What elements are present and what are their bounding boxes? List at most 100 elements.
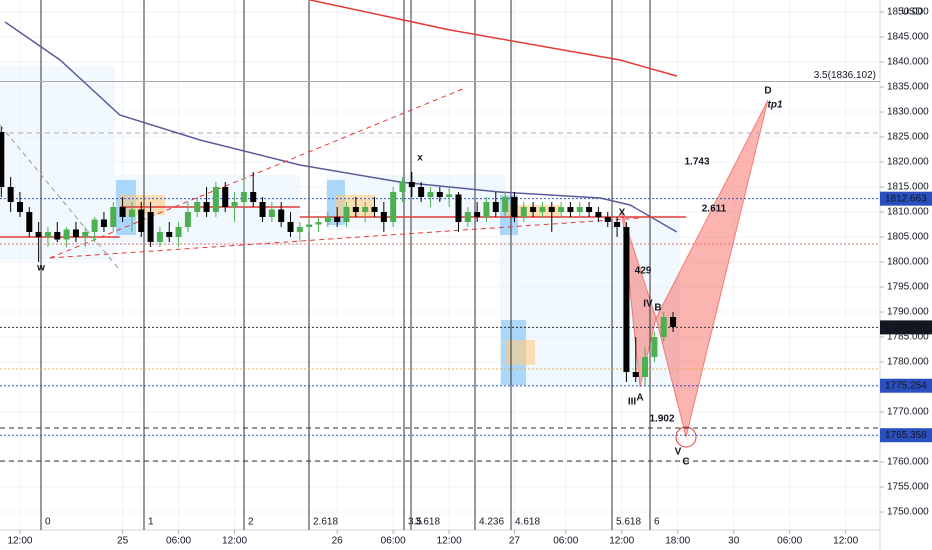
annotation: x [417,153,423,164]
price-tag-label: 1765.358 [885,430,927,441]
candle-body [343,207,350,222]
y-tick-label: 1830.000 [887,107,929,118]
price-tag [880,191,932,206]
candle-body [558,207,565,212]
candle-body [44,232,51,237]
x-tick-label: 12:00 [437,536,462,547]
fib-time-label: 0 [45,517,51,528]
candle-body [474,212,481,217]
x-tick-label: 12:00 [7,536,32,547]
candle-body [222,187,229,207]
candle-body [175,227,182,237]
candle-body [567,207,574,212]
y-tick-label: 1845.000 [887,32,929,43]
x-tick-label: 06:00 [166,536,191,547]
y-tick-label: 1770.000 [887,407,929,418]
candle-body [184,212,191,227]
x-tick-label: 18:00 [665,536,690,547]
candle-body [632,372,639,377]
candle-body [82,232,89,237]
x-tick-label: 12:00 [609,536,634,547]
candle-body [100,219,107,227]
fib-time-label: 4.236 [479,517,504,528]
candle-body [240,192,247,202]
candle-body [427,192,434,197]
candle-body [0,132,5,187]
fib-time-label: 3.618 [415,517,440,528]
candle-body [110,207,117,227]
candle-body [212,187,219,212]
x-tick-label: 06:00 [381,536,406,547]
candle-body [511,197,518,217]
annotation: V [675,447,682,458]
candle-body [446,194,453,197]
x-tick-label: 25 [117,536,129,547]
candle-body [436,192,443,197]
candle-body [203,202,210,212]
candle-body [390,192,397,222]
candle-body [399,182,406,192]
candle-body [231,202,238,207]
candle-body [147,212,154,242]
candle-body [455,194,462,222]
candle-body [7,187,14,202]
price-tag [880,378,932,393]
price-tag [880,428,932,443]
y-tick-label: 1815.000 [887,182,929,193]
annotation: 1.743 [684,157,709,168]
annotation: 2.611 [702,204,727,215]
harmonic-pattern [621,99,769,448]
candle-body [670,317,677,327]
annotation: 429 [635,266,652,277]
candle-body [166,232,173,237]
y-tick-label: 1755.000 [887,482,929,493]
y-tick-label: 1840.000 [887,57,929,68]
candle-body [194,202,201,212]
fib-time-label: 3.5 [408,517,422,528]
annotation: 1.902 [649,414,674,425]
candle-body [380,212,387,222]
annotation: C [682,457,689,468]
candle-body [315,222,322,225]
fib-time-label: 4.618 [515,517,540,528]
candle-body [362,207,369,212]
candle-body [128,209,135,217]
overlay-line [309,0,677,77]
y-tick-label: 1825.000 [887,132,929,143]
candle-body [54,232,61,240]
level-label: 3.5(1836.102) [814,70,876,81]
candle-body [483,202,490,217]
candle-body [250,192,257,202]
candle-body [548,207,555,212]
annotation: D [764,86,771,97]
candle-body [660,317,667,337]
candle-body [586,207,593,212]
y-tick-label: 1800.000 [887,257,929,268]
candle-body [492,202,499,212]
candle-body [296,227,303,232]
candle-body [35,232,42,237]
y-tick-label: 1835.000 [887,82,929,93]
candle-body [576,207,583,212]
price-tag-label: 1775.254 [885,380,927,391]
overlay-line [49,87,466,259]
x-tick-label: 06:00 [777,536,802,547]
candle-body [614,222,621,227]
currency: USD [901,7,922,18]
candle-body [604,217,611,222]
candle-body [287,222,294,232]
candle-body [16,202,23,212]
candle-body [520,207,527,217]
fib-time-label: 5.618 [616,517,641,528]
fib-time-label: 1 [148,517,154,528]
candle-body [268,209,275,217]
annotation: A [636,393,643,404]
candle-body [259,202,266,217]
y-tick-label: 1795.000 [887,282,929,293]
candle-body [408,182,415,187]
candle-body [352,207,359,212]
candle-body [26,212,33,232]
volume-profile [116,180,560,385]
candle-body [278,209,285,222]
